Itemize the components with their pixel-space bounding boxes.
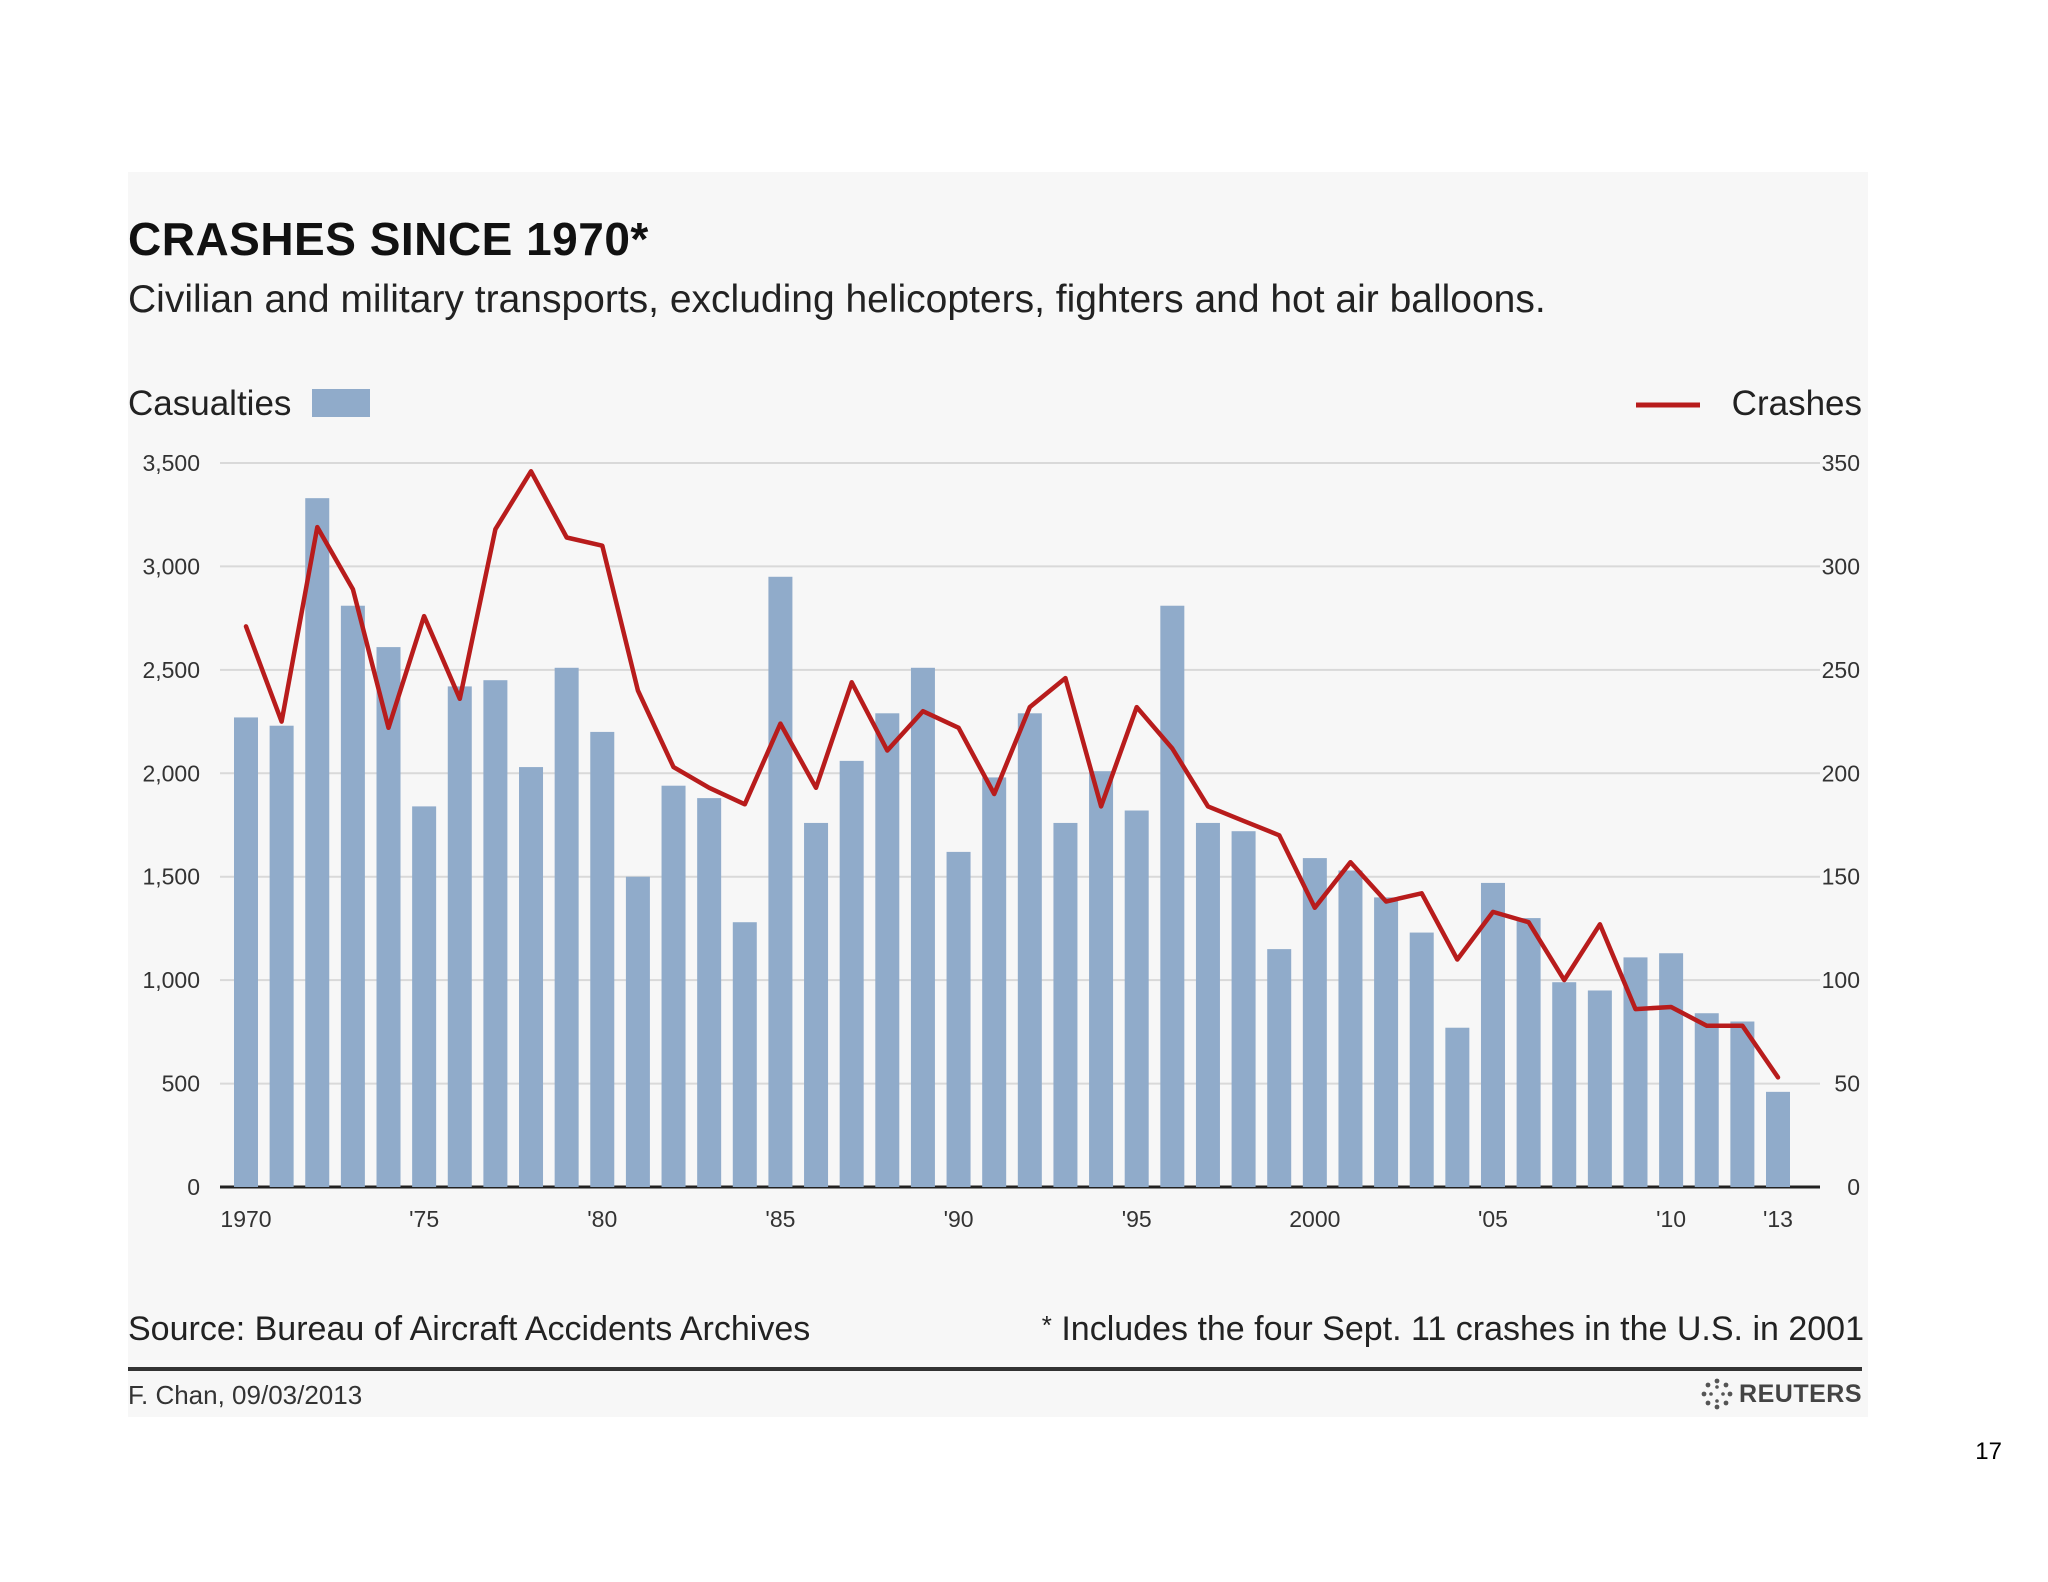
bar-casualties-1998 xyxy=(1231,831,1256,1187)
x-tick-label: 2000 xyxy=(1289,1206,1340,1232)
bar-casualties-2007 xyxy=(1552,982,1577,1187)
left-tick-label: 0 xyxy=(187,1174,200,1200)
x-tick-label: '90 xyxy=(944,1206,974,1232)
bar-casualties-2013 xyxy=(1766,1091,1790,1187)
left-tick-label: 1,000 xyxy=(142,967,200,993)
right-tick-label: 0 xyxy=(1847,1174,1860,1200)
bar-casualties-2010 xyxy=(1659,953,1684,1187)
chart-title: CRASHES SINCE 1970* xyxy=(128,213,649,265)
bar-casualties-2005 xyxy=(1480,882,1505,1187)
x-tick-label: '85 xyxy=(765,1206,795,1232)
bar-casualties-2004 xyxy=(1445,1027,1470,1187)
bar-casualties-1991 xyxy=(982,777,1007,1187)
x-tick-label: '10 xyxy=(1656,1206,1686,1232)
bar-casualties-2003 xyxy=(1409,932,1434,1187)
left-tick-label: 500 xyxy=(162,1071,200,1097)
bar-casualties-1989 xyxy=(910,667,935,1187)
right-tick-label: 200 xyxy=(1822,760,1860,786)
bar-casualties-1975 xyxy=(412,806,437,1187)
bar-casualties-1985 xyxy=(768,576,793,1187)
footnote: * Includes the four Sept. 11 crashes in … xyxy=(1042,1310,1864,1349)
footer-rule xyxy=(128,1367,1862,1371)
bar-casualties-1992 xyxy=(1017,713,1042,1187)
bar-casualties-1999 xyxy=(1267,949,1292,1187)
bar-casualties-2008 xyxy=(1587,990,1612,1187)
left-tick-label: 3,000 xyxy=(142,553,200,579)
bar-casualties-1982 xyxy=(661,785,686,1187)
right-tick-label: 100 xyxy=(1822,967,1860,993)
bar-casualties-1977 xyxy=(483,680,508,1187)
bar-casualties-2002 xyxy=(1374,897,1399,1187)
bar-casualties-1978 xyxy=(519,767,544,1187)
left-tick-label: 2,000 xyxy=(142,760,200,786)
series-line-crashes xyxy=(243,469,1781,1080)
bar-casualties-1995 xyxy=(1124,810,1149,1187)
bar-casualties-1979 xyxy=(554,667,579,1187)
x-tick-label: 1970 xyxy=(220,1206,271,1232)
right-tick-label: 350 xyxy=(1822,450,1860,476)
bar-casualties-2012 xyxy=(1730,1021,1755,1187)
brand-name: REUTERS xyxy=(1739,1379,1862,1408)
source-note: Source: Bureau of Aircraft Accidents Arc… xyxy=(128,1310,811,1348)
x-tick-label: '95 xyxy=(1122,1206,1152,1232)
x-tick-label: '05 xyxy=(1478,1206,1508,1232)
bar-casualties-1976 xyxy=(447,686,472,1187)
brand-logo: REUTERS xyxy=(1701,1378,1862,1410)
bar-casualties-1988 xyxy=(875,713,900,1187)
bar-casualties-1973 xyxy=(340,605,365,1187)
right-tick-label: 250 xyxy=(1822,657,1860,683)
bar-casualties-1974 xyxy=(376,647,401,1187)
casualties-bars xyxy=(234,498,1790,1187)
bar-casualties-1996 xyxy=(1160,605,1185,1187)
left-tick-label: 3,500 xyxy=(142,450,200,476)
bar-casualties-1972 xyxy=(305,498,330,1187)
chart-subtitle: Civilian and military transports, exclud… xyxy=(128,278,1546,321)
bar-casualties-1983 xyxy=(697,798,722,1187)
bar-casualties-1993 xyxy=(1053,822,1078,1187)
right-tick-label: 50 xyxy=(1834,1071,1860,1097)
bar-casualties-1971 xyxy=(269,725,294,1187)
bar-casualties-1986 xyxy=(804,822,829,1187)
footnote-text: Includes the four Sept. 11 crashes in th… xyxy=(1061,1310,1864,1348)
bar-casualties-2006 xyxy=(1516,918,1541,1187)
bar-casualties-2001 xyxy=(1338,870,1363,1187)
x-tick-label: '75 xyxy=(409,1206,439,1232)
legend-casualties-label: Casualties xyxy=(128,384,291,423)
bar-casualties-2011 xyxy=(1694,1013,1719,1187)
bar-casualties-2000 xyxy=(1302,858,1327,1187)
byline: F. Chan, 09/03/2013 xyxy=(128,1380,363,1410)
legend-casualties-swatch xyxy=(312,389,370,417)
axis-ticks: 0 0 500 50 1,000 100 1,500 150 2,000 200 2,500 250 3… xyxy=(142,450,1860,1232)
left-tick-label: 2,500 xyxy=(142,657,200,683)
legend: Casualties Crashes xyxy=(128,384,1862,423)
x-tick-label: '13 xyxy=(1763,1206,1793,1232)
left-tick-label: 1,500 xyxy=(142,864,200,890)
legend-crashes-label: Crashes xyxy=(1732,384,1862,423)
x-tick-label: '80 xyxy=(587,1206,617,1232)
footnote-mark: * xyxy=(1041,1310,1052,1340)
bar-casualties-1984 xyxy=(732,922,757,1187)
bar-casualties-1987 xyxy=(839,760,864,1187)
bar-casualties-1970 xyxy=(234,717,258,1187)
bar-casualties-1981 xyxy=(625,876,650,1187)
right-tick-label: 150 xyxy=(1822,864,1860,890)
bar-casualties-1997 xyxy=(1195,822,1220,1187)
page-number: 17 xyxy=(1975,1438,2002,1465)
bar-casualties-1994 xyxy=(1089,771,1114,1187)
crashes-line xyxy=(243,469,1781,1080)
bar-casualties-1980 xyxy=(590,731,615,1187)
bar-casualties-1990 xyxy=(946,851,971,1187)
reuters-logo-icon xyxy=(1701,1378,1733,1410)
right-tick-label: 300 xyxy=(1822,553,1860,579)
